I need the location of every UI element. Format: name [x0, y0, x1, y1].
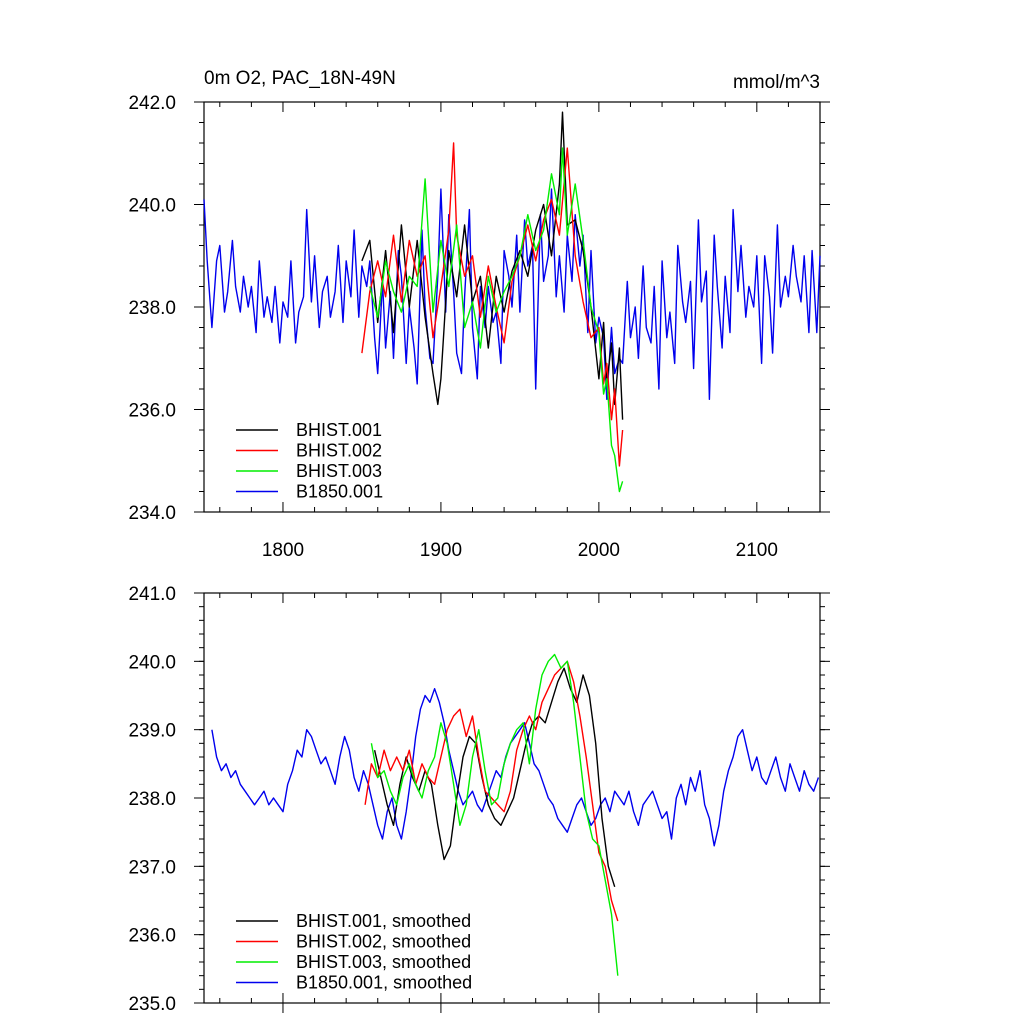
- legend-label: B1850.001: [296, 482, 383, 502]
- y-tick-label: 241.0: [128, 584, 176, 605]
- legend-label: BHIST.003, smoothed: [296, 952, 471, 972]
- y-tick-label: 237.0: [128, 857, 176, 878]
- legend-label: BHIST.002, smoothed: [296, 932, 471, 952]
- top-chart-units: mmol/m^3: [733, 72, 820, 93]
- series-line-bhist-001: [361, 111, 624, 420]
- y-tick-label: 242.0: [128, 93, 176, 114]
- y-tick-label: 238.0: [128, 298, 176, 319]
- y-tick-label: 239.0: [128, 721, 176, 742]
- x-tick-label: 2100: [736, 540, 778, 561]
- y-tick-label: 235.0: [128, 994, 176, 1015]
- bottom-panel: 235.0 236.0 237.0 238.0 239.0 240.0 241.0 BHIS…: [128, 584, 830, 1015]
- legend-label: BHIST.001, smoothed: [296, 911, 471, 931]
- y-tick-label: 238.0: [128, 789, 176, 810]
- y-tick-label: 236.0: [128, 926, 176, 947]
- top-axis-ticks: 1800 1900 2000 2100 234.0 236.0 238.0 240.0 242.…: [128, 93, 830, 561]
- legend-label: BHIST.003: [296, 461, 382, 481]
- top-series-group: [203, 111, 821, 493]
- y-tick-label: 240.0: [128, 196, 176, 217]
- y-tick-label: 236.0: [128, 401, 176, 422]
- bottom-series-group: [211, 653, 820, 976]
- series-line-b1850-001: [203, 188, 821, 400]
- y-tick-label: 234.0: [128, 503, 176, 524]
- legend-label: B1850.001, smoothed: [296, 973, 472, 993]
- series-line-bhist-002-smoothed: [364, 660, 619, 922]
- series-line-bhist-003-smoothed: [370, 653, 619, 976]
- series-line-b1850-001-smoothed: [211, 688, 820, 847]
- top-panel: 0m O2, PAC_18N-49N mmol/m^3 1800 1900 2000…: [128, 68, 830, 561]
- y-tick-label: 240.0: [128, 652, 176, 673]
- top-chart-title: 0m O2, PAC_18N-49N: [204, 68, 396, 89]
- legend-label: BHIST.002: [296, 441, 382, 461]
- x-tick-label: 2000: [578, 540, 620, 561]
- series-line-bhist-002: [361, 142, 624, 467]
- series-line-bhist-003: [369, 147, 624, 493]
- x-tick-label: 1900: [420, 540, 462, 561]
- bottom-axis-ticks: 235.0 236.0 237.0 238.0 239.0 240.0 241.0: [128, 584, 830, 1015]
- legend-label: BHIST.001: [296, 420, 382, 440]
- x-tick-label: 1800: [262, 540, 304, 561]
